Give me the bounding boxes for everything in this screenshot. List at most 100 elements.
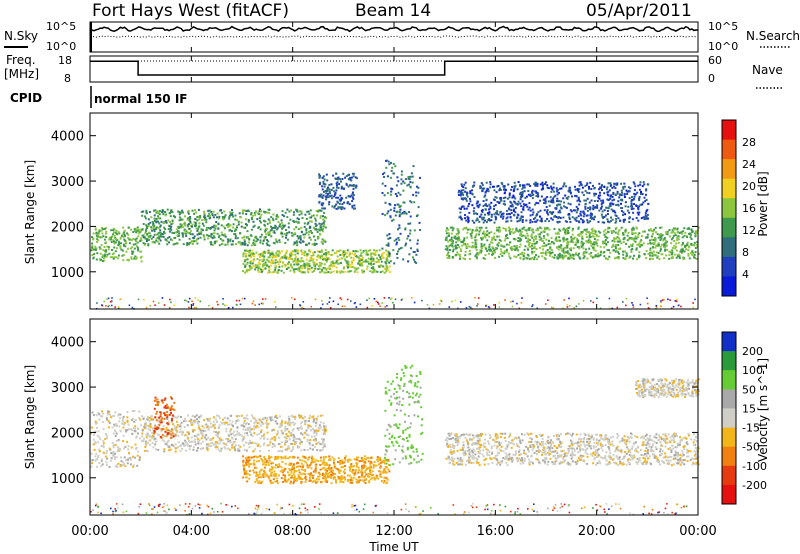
power-cell [249,262,252,265]
velocity-cell [143,437,146,440]
power-cell [498,189,501,192]
velocity-cell [114,424,117,427]
power-cell [329,195,331,198]
power-cell [117,231,120,234]
power-cell [447,251,450,254]
power-cell [501,254,504,257]
power-cell [215,221,218,223]
power-cell [97,231,100,234]
power-cell [152,223,155,226]
power-cell [147,236,150,239]
power-cell [524,235,527,238]
power-cell [323,253,325,256]
power-cell [274,270,277,273]
power-cell [360,263,363,265]
power-cell [461,192,464,194]
power-cell [258,210,261,213]
power-noise-cell [632,304,634,306]
power-cell [610,208,613,211]
power-cell [521,192,524,195]
power-cell [599,187,602,189]
power-cell [550,187,553,190]
velocity-cell [129,457,132,459]
power-cell [492,185,494,188]
velocity-cell [108,465,111,468]
power-cell [352,194,355,197]
power-cell [299,210,302,213]
power-cell [633,197,636,200]
velocity-cell [186,436,189,439]
power-cell [309,250,312,253]
power-cell [529,227,532,230]
power-cell [681,242,684,245]
power-cell [119,237,122,240]
power-cell [603,186,606,188]
power-cell [331,260,334,263]
power-cell [620,242,623,245]
power-cell [268,271,271,274]
power-cell [569,254,572,257]
power-cell [639,245,642,248]
power-cell [214,242,217,245]
power-cell [400,170,403,173]
power-cell [521,190,524,193]
power-cell [614,214,617,217]
power-cell [335,203,338,206]
power-cell [355,185,358,188]
velocity-cell [102,451,105,454]
power-noise-cell [659,305,662,307]
velocity-cell [216,441,218,444]
power-cell [274,269,277,271]
power-cell [261,268,264,271]
power-cell [641,203,644,206]
power-cell [676,253,679,256]
power-cell [623,218,626,221]
power-cell [585,214,588,217]
power-cell [267,218,270,221]
power-cell [272,231,275,234]
velocity-cell [246,434,249,437]
power-cell [520,211,523,214]
power-cell [356,177,358,180]
power-cell [571,195,573,198]
power-cell [525,195,528,198]
power-cell [140,255,143,258]
power-cell [637,219,640,222]
power-cell [548,228,551,231]
velocity-cell [249,439,252,442]
power-cell [217,217,220,220]
power-cell [625,255,628,258]
power-cell [259,253,262,256]
power-cell [519,256,522,259]
power-cell [553,256,556,259]
velocity-cell [284,427,287,430]
power-cell [328,258,331,261]
power-cell [327,192,330,195]
velocity-cell [168,449,171,452]
power-cell [678,255,681,258]
power-cell [322,180,325,183]
power-cell [683,227,686,230]
power-cell [330,183,333,186]
power-cell [266,258,268,261]
power-cell [645,199,648,201]
velocity-cell [277,450,280,453]
power-cell [365,249,368,252]
power-cell [686,241,689,244]
power-cell [347,270,350,273]
power-cell [462,197,465,200]
power-cell [491,241,494,244]
power-cell [671,257,674,260]
velocity-cell [100,415,103,418]
power-cell [288,256,290,259]
power-cell [622,232,624,235]
power-cell [383,194,386,197]
power-cell [600,205,603,208]
power-cell [154,233,157,236]
power-cell [620,189,623,192]
power-cell [624,213,627,216]
power-cell [692,252,695,255]
power-cell [556,256,559,259]
power-noise-cell [131,306,134,309]
power-cell [578,203,581,206]
